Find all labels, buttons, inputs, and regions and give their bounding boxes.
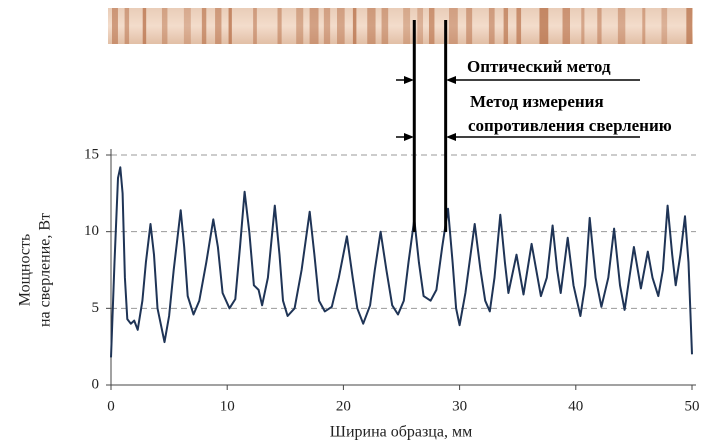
annotation: Метод измерения <box>470 92 604 111</box>
x-tick-label: 40 <box>568 398 583 414</box>
x-tick-label: 10 <box>220 398 235 414</box>
wood-grain <box>352 8 357 44</box>
y-axis-title: Мощность <box>17 234 34 307</box>
wood-grain <box>161 8 168 44</box>
wood-grain <box>661 8 668 44</box>
wood-grain <box>323 8 331 44</box>
x-tick-label: 50 <box>685 398 700 414</box>
wood-grain <box>277 8 282 44</box>
wood-sample-image <box>108 8 693 44</box>
wood-grain <box>201 8 207 44</box>
wood-grain <box>296 8 304 44</box>
x-tick-label: 30 <box>452 398 467 414</box>
x-tick-label: 20 <box>336 398 351 414</box>
wood-grain <box>337 8 345 44</box>
annotation: Оптический метод <box>467 57 611 76</box>
wood-grain <box>581 8 585 44</box>
wood-grain <box>112 8 118 44</box>
data-line <box>110 166 693 358</box>
wood-grain <box>449 8 458 44</box>
wood-grain <box>597 8 602 44</box>
wood-grain <box>381 8 389 44</box>
wood-grain <box>124 8 130 44</box>
wood-grain <box>309 8 319 44</box>
wood-grain <box>142 8 147 44</box>
wood-grain <box>562 8 571 44</box>
y-axis-title: на сверление, Вт <box>37 213 54 327</box>
wood-grain <box>428 8 435 44</box>
y-tick-label: 10 <box>84 223 99 239</box>
wood-grain <box>686 8 693 44</box>
wood-grain <box>215 8 222 44</box>
annotation: сопротивления сверлению <box>468 116 672 135</box>
wood-grain <box>367 8 376 44</box>
wood-grain <box>642 8 646 44</box>
wood-grain <box>253 8 257 44</box>
wood-grain <box>228 8 232 44</box>
wood-grain <box>417 8 424 44</box>
x-tick-label: 0 <box>107 398 115 414</box>
annotation-arrows <box>396 76 640 141</box>
wood-grain <box>617 8 626 44</box>
wood-grain <box>539 8 549 44</box>
wood-grain <box>466 8 473 44</box>
x-axis-title: Ширина образца, мм <box>330 424 472 441</box>
wood-grain <box>183 8 191 44</box>
y-tick-label: 5 <box>92 300 100 316</box>
wood-grain <box>403 8 411 44</box>
wood-grain <box>516 8 522 44</box>
y-tick-label: 0 <box>92 376 100 392</box>
wood-grain <box>488 8 495 44</box>
wood-grain <box>503 8 509 44</box>
y-tick-label: 15 <box>84 146 99 162</box>
